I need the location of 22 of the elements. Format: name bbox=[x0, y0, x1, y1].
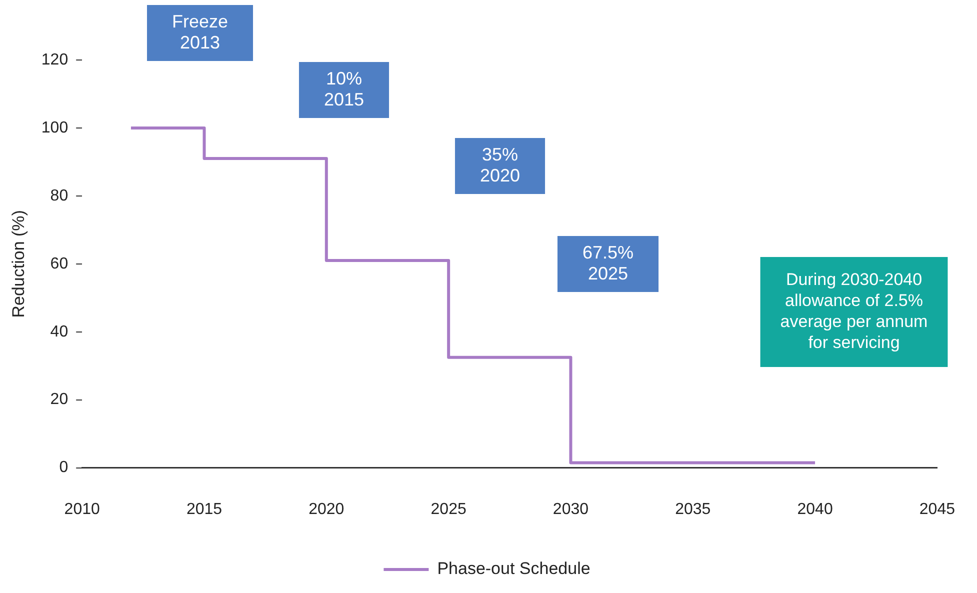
annotation: During 2030-2040 allowance of 2.5% average per annum for servicing bbox=[780, 270, 928, 352]
annotation: 10% 2015 bbox=[324, 68, 364, 110]
y-tick-label: 100 bbox=[41, 119, 68, 136]
y-tick-label: 120 bbox=[41, 51, 68, 68]
legend-label: Phase-out Schedule bbox=[437, 559, 590, 578]
x-tick-label: 2040 bbox=[797, 500, 833, 518]
annotation: 67.5% 2025 bbox=[582, 242, 634, 284]
x-tick-label: 2020 bbox=[308, 500, 344, 518]
y-tick-label: 60 bbox=[50, 255, 68, 272]
y-tick-label: 0 bbox=[59, 459, 68, 476]
text: Freeze 2013 bbox=[172, 11, 228, 52]
x-tick-label: 2015 bbox=[186, 500, 222, 518]
annotation: 35% 2020 bbox=[480, 144, 520, 186]
x-tick-label: 2010 bbox=[64, 500, 100, 518]
y-tick-label: 20 bbox=[50, 391, 68, 408]
y-tick-label: 80 bbox=[50, 187, 68, 204]
x-tick-label: 2030 bbox=[552, 500, 589, 518]
y-tick-label: 40 bbox=[50, 323, 68, 340]
y-axis-title: Reduction (%) bbox=[8, 210, 28, 318]
x-tick-label: 2025 bbox=[430, 500, 466, 518]
x-tick-label: 2045 bbox=[919, 500, 956, 518]
x-tick-label: 2035 bbox=[675, 500, 711, 518]
